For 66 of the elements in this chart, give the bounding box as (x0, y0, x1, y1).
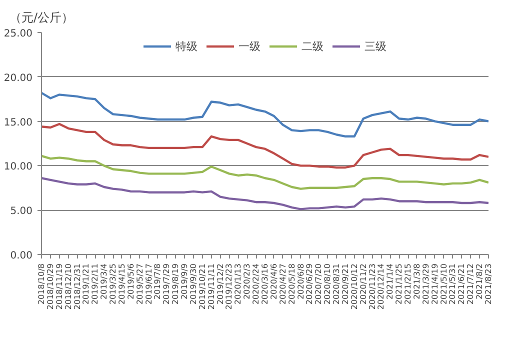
y-tick-label: 10.00 (4, 162, 33, 173)
x-tick-label: 2020/4/6 (269, 263, 278, 300)
x-tick-label: 2020/9/21 (340, 263, 350, 305)
x-tick-label: 2019/12/2 (216, 263, 225, 305)
x-tick-label: 2020/2/3 (242, 263, 252, 300)
x-tick-label: 2020/4/27 (278, 263, 288, 305)
line-series (42, 154, 488, 190)
x-tick-label: 2019/9/30 (188, 263, 198, 305)
x-tick-label: 2020/3/16 (260, 263, 270, 305)
x-tick-label: 2020/11/23 (368, 264, 377, 310)
x-tick-label: 2021/1/25 (394, 263, 404, 305)
x-tick-label: 2020/6/8 (296, 263, 306, 300)
x-tick-label: 2019/9/9 (180, 263, 190, 300)
x-tick-label: 2020/8/10 (323, 263, 332, 305)
x-tick-label: 2021/3/29 (421, 263, 430, 305)
x-tick-label: 2019/8/19 (171, 263, 180, 305)
x-tick-label: 2019/1/21 (82, 263, 91, 305)
x-tick-label: 2018/12/10 (64, 264, 73, 310)
x-tick-label: 2021/6/21 (457, 263, 466, 305)
x-tick-label: 2021/8/23 (484, 263, 493, 305)
x-tick-label: 2020/5/18 (287, 263, 296, 305)
line-series (42, 177, 488, 210)
y-tick-label: 5.00 (10, 206, 32, 218)
x-tick-label: 2021/8/2 (475, 263, 484, 300)
y-axis-title: （元/公斤） (10, 10, 74, 24)
line-series (42, 92, 488, 138)
x-tick-label: 2021/1/4 (386, 263, 395, 300)
x-tick-label: 2021/5/10 (439, 263, 448, 305)
x-tick-label: 2021/3/8 (412, 263, 422, 300)
x-tick-label: 2020/10/12 (350, 264, 359, 310)
x-tick-label: 2019/12/23 (224, 264, 234, 310)
x-tick-label: 2019/7/29 (162, 263, 172, 305)
x-tick-label: 2020/11/2 (358, 263, 368, 305)
x-tick-label: 2018/11/19 (54, 264, 64, 310)
legend-label: 一级 (238, 38, 260, 54)
x-tick-label: 2019/3/4 (100, 263, 109, 300)
x-tick-label: 2019/11/11 (206, 264, 216, 310)
x-tick-label: 2020/8/31 (332, 263, 342, 305)
x-tick-label: 2019/7/8 (153, 263, 162, 300)
y-tick-label: 20.00 (4, 72, 33, 84)
y-tick-label: 0.00 (10, 250, 32, 262)
x-tick-label: 2020/6/29 (305, 263, 314, 305)
x-tick-label: 2021/7/12 (466, 263, 476, 305)
x-tick-label: 2019/2/11 (90, 263, 100, 305)
legend-label: 二级 (302, 38, 324, 54)
y-tick-label: 25.00 (4, 28, 33, 40)
legend-label: 三级 (364, 38, 386, 54)
x-tick-label: 2021/4/19 (430, 263, 440, 305)
x-tick-label: 2021/2/15 (404, 263, 413, 305)
x-tick-label: 2018/10/8 (37, 263, 46, 305)
x-tick-label: 2020/7/20 (314, 263, 324, 305)
x-tick-label: 2021/5/31 (448, 263, 458, 305)
x-tick-label: 2019/5/6 (126, 263, 136, 300)
x-tick-label: 2020/12/14 (376, 264, 386, 310)
x-tick-label: 2019/3/25 (108, 263, 118, 305)
x-tick-label: 2018/12/31 (72, 264, 82, 310)
x-tick-label: 2020/1/13 (234, 263, 243, 305)
line-series (42, 122, 488, 169)
y-tick-label: 15.00 (4, 117, 33, 128)
legend-label: 特级 (176, 38, 198, 54)
x-tick-label: 2019/5/27 (135, 263, 144, 305)
x-tick-label: 2019/6/17 (144, 263, 154, 305)
x-tick-label: 2020/2/24 (252, 263, 261, 305)
x-tick-label: 2019/10/21 (198, 264, 207, 310)
x-tick-label: 2019/4/15 (117, 263, 126, 305)
x-tick-label: 2018/10/29 (46, 264, 55, 310)
